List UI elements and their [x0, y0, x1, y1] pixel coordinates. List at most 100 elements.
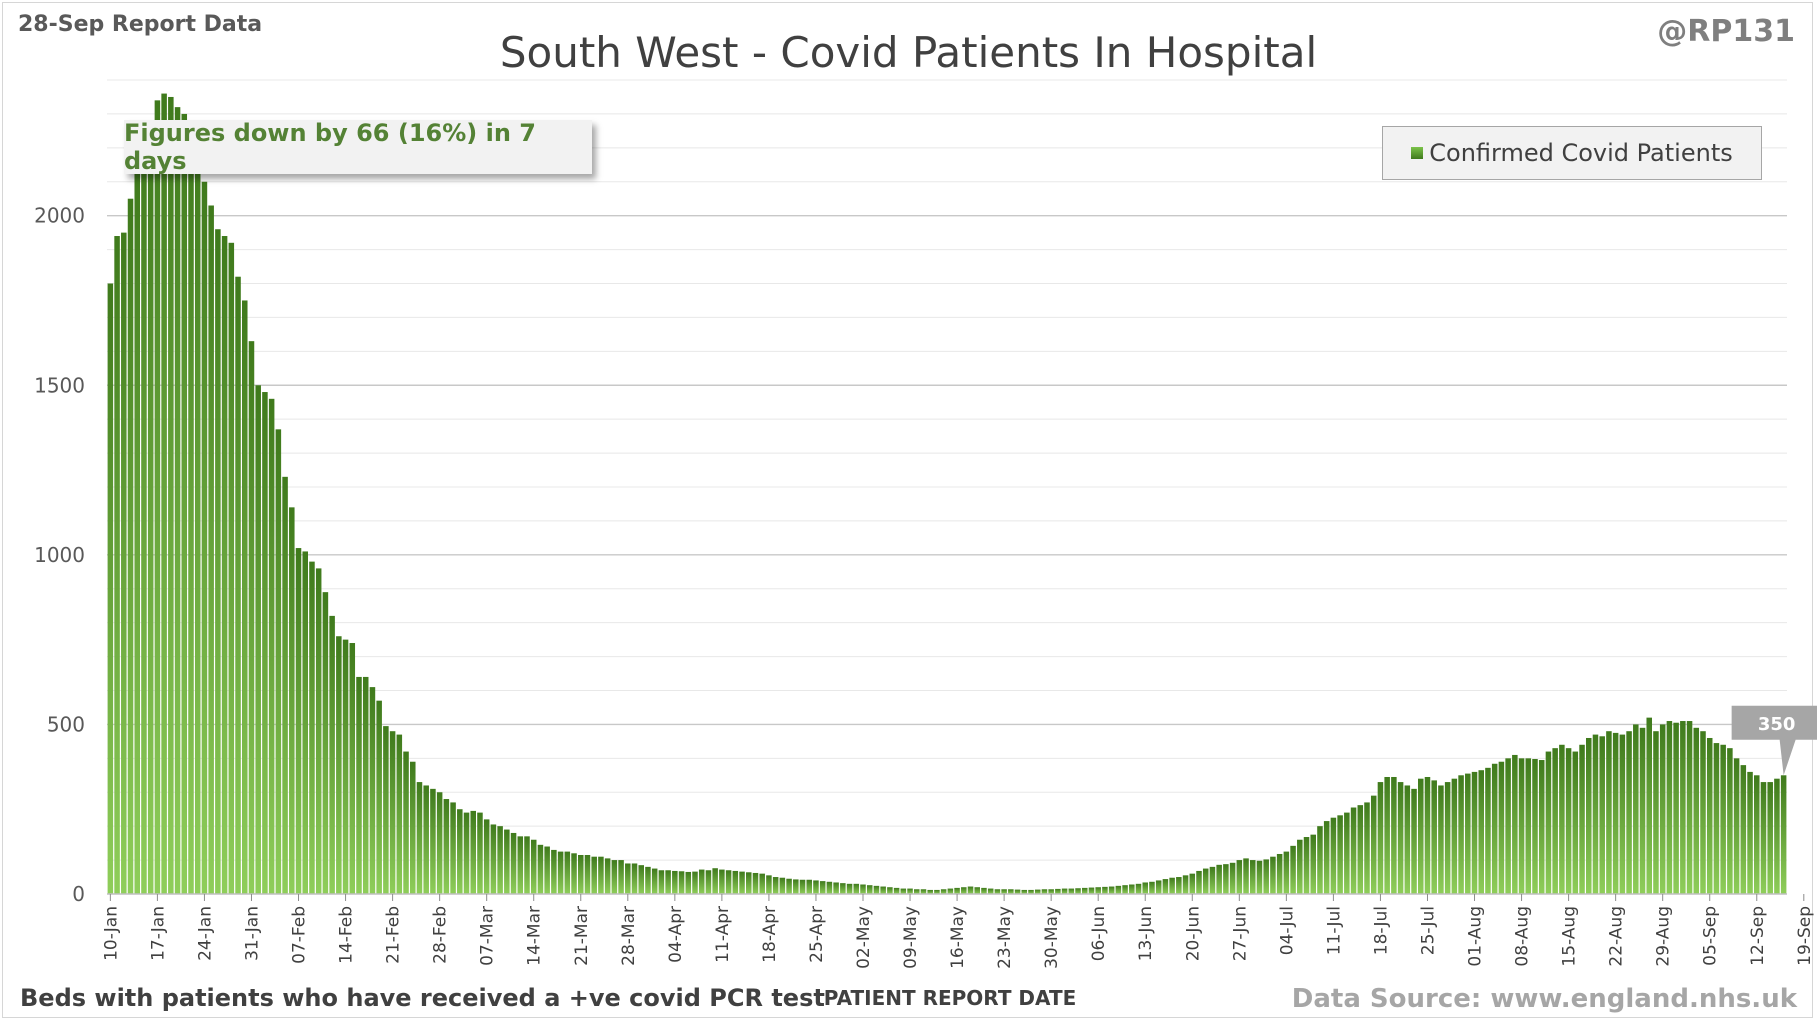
bar	[490, 824, 497, 894]
bar	[369, 687, 376, 894]
bar	[504, 829, 510, 894]
bar	[1592, 734, 1599, 894]
x-tick-label: 04-Jul	[1277, 906, 1297, 955]
bar	[362, 676, 369, 894]
bar	[1391, 776, 1397, 894]
footnote: Beds with patients who have received a +…	[20, 984, 825, 1012]
bar	[1673, 722, 1679, 894]
bar	[719, 869, 725, 894]
bar	[383, 726, 389, 894]
bar	[1565, 748, 1572, 894]
y-tick-label: 1000	[34, 543, 85, 567]
bar	[1754, 775, 1760, 894]
bar	[1256, 860, 1263, 894]
bar	[974, 887, 980, 894]
bar	[598, 856, 604, 894]
bar	[1236, 860, 1243, 894]
bar-series	[107, 93, 1787, 895]
x-tick-label: 12-Sep	[1748, 906, 1768, 966]
x-tick-label: 09-May	[901, 906, 921, 969]
bar	[1397, 782, 1404, 894]
bar	[1384, 776, 1390, 894]
bar	[1350, 807, 1357, 894]
bar	[1135, 883, 1142, 894]
bar	[1498, 761, 1505, 894]
bar	[893, 887, 900, 894]
y-axis: 0 500 1000 1500 2000	[34, 204, 85, 906]
data-source: Data Source: www.england.nhs.uk	[1291, 984, 1797, 1014]
bar	[1767, 782, 1773, 894]
bar	[1243, 858, 1249, 894]
bar	[1014, 889, 1021, 894]
bar	[450, 802, 456, 894]
bar	[1458, 775, 1464, 894]
bar	[1552, 748, 1558, 894]
bar	[396, 734, 403, 894]
bar	[1209, 866, 1216, 894]
bar	[725, 870, 732, 894]
bar	[766, 875, 772, 894]
bar	[168, 96, 174, 895]
x-tick-label: 31-Jan	[242, 906, 262, 961]
bar	[813, 880, 819, 894]
bar	[1659, 724, 1666, 894]
bar	[127, 198, 134, 895]
bar	[1182, 875, 1189, 894]
x-tick-label: 29-Aug	[1654, 906, 1674, 967]
legend-label: Confirmed Covid Patients	[1429, 139, 1733, 167]
bar	[315, 568, 322, 894]
x-tick-label: 18-Jul	[1371, 906, 1391, 955]
bar	[235, 276, 241, 894]
chart-title: South West - Covid Patients In Hospital	[499, 28, 1318, 77]
bar	[289, 507, 295, 894]
x-axis-title: PATIENT REPORT DATE	[823, 986, 1077, 1010]
bar	[1646, 717, 1652, 894]
bar	[658, 870, 665, 894]
bar	[1290, 845, 1296, 894]
bar	[242, 300, 248, 894]
bar	[920, 889, 927, 894]
bar	[1330, 817, 1337, 894]
bar	[1337, 815, 1343, 894]
bar	[1095, 887, 1101, 894]
bar	[557, 851, 564, 894]
x-tick-label: 07-Feb	[290, 906, 310, 964]
bar	[161, 93, 167, 895]
bar	[793, 879, 799, 894]
bar	[262, 392, 268, 894]
bar	[779, 877, 786, 894]
bar	[275, 429, 282, 894]
bar	[477, 812, 483, 894]
y-tick-label: 500	[47, 712, 85, 736]
bar	[248, 341, 255, 894]
bar	[1297, 839, 1303, 894]
bar	[255, 385, 261, 894]
bar	[410, 761, 416, 894]
bar	[1606, 731, 1612, 894]
bar	[846, 883, 853, 894]
bar	[1189, 873, 1196, 894]
x-axis: 10-Jan 17-Jan 24-Jan 31-Jan 07-Feb 14-Feb 21-F…	[101, 893, 1815, 969]
bar	[1586, 737, 1592, 894]
x-tick-label: 01-Aug	[1466, 906, 1486, 967]
bar	[1518, 758, 1525, 894]
x-tick-label: 28-Mar	[619, 906, 639, 966]
bar	[665, 870, 671, 894]
x-tick-label: 07-Mar	[478, 906, 498, 966]
bar	[1202, 868, 1209, 894]
x-tick-label: 18-Apr	[760, 906, 780, 963]
bar	[342, 639, 349, 894]
bar	[389, 731, 396, 894]
bar	[1612, 732, 1619, 894]
bar	[698, 869, 705, 894]
bar	[833, 882, 839, 894]
bar	[981, 887, 987, 894]
bar	[1021, 889, 1028, 894]
bar	[1512, 754, 1518, 894]
bar	[329, 615, 335, 894]
bar	[430, 788, 436, 894]
bar	[618, 860, 624, 894]
bar	[1713, 743, 1720, 894]
bar	[1162, 879, 1169, 894]
